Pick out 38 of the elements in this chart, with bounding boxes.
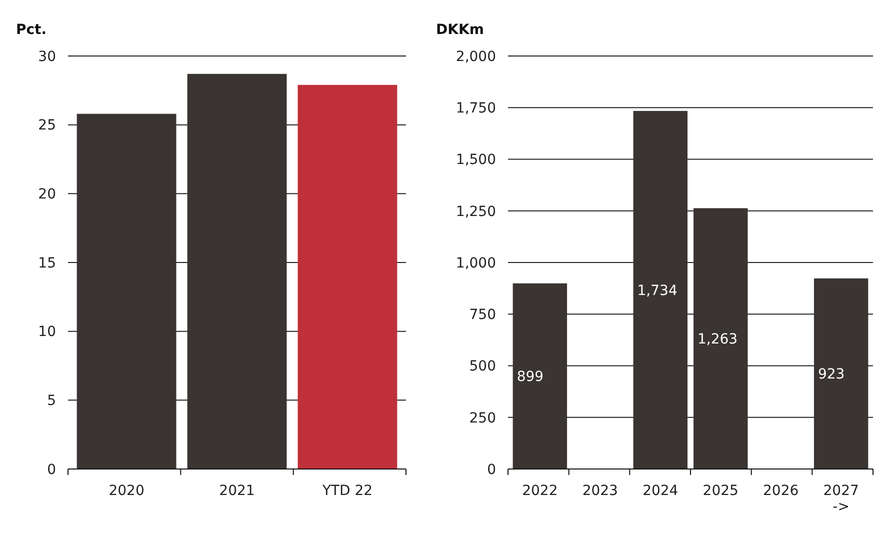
y-tick-label: 0 (47, 462, 56, 478)
y-tick-label: 10 (38, 324, 56, 340)
y-tick-label: 25 (38, 118, 56, 134)
y-tick-label: 1,000 (456, 255, 496, 272)
bar (694, 208, 748, 469)
x-tick-label: 2026 (763, 483, 799, 499)
x-tick-label: 2022 (522, 483, 558, 499)
data-label: 899 (516, 369, 544, 386)
bar (76, 114, 176, 469)
y-tick-label: 1,750 (456, 100, 496, 117)
x-tick-label: 2021 (219, 483, 255, 499)
data-label: 1,734 (637, 282, 678, 299)
y-tick-label: 15 (38, 255, 56, 272)
y-tick-label: 1,500 (456, 152, 496, 168)
y-tick-label: 20 (38, 186, 56, 203)
x-tick-label: 2025 (702, 483, 738, 499)
data-label: 923 (818, 366, 845, 383)
y-tick-label: 1,250 (456, 204, 496, 220)
y-tick-label: 2,000 (456, 48, 496, 65)
bar (187, 74, 287, 469)
x-tick-label: 2023 (582, 483, 618, 499)
bar (633, 110, 688, 469)
y-axis-title: DKKm (436, 22, 484, 38)
y-tick-label: 250 (469, 410, 496, 426)
y-tick-label: 5 (47, 393, 56, 410)
y-axis-title: Pct. (16, 22, 47, 38)
bar (298, 84, 398, 469)
x-tick-label: 2020 (108, 483, 144, 499)
bar (814, 278, 868, 469)
x-tick-label: 2024 (642, 483, 678, 499)
bar (512, 283, 568, 469)
y-tick-label: 750 (469, 307, 496, 324)
y-tick-label: 0 (487, 462, 496, 478)
y-tick-label: 500 (469, 358, 496, 375)
x-tick-label: YTD 22 (321, 483, 373, 499)
x-tick-label: 2027 -> (823, 483, 859, 515)
y-tick-label: 30 (38, 48, 56, 65)
data-label: 1,263 (698, 331, 738, 348)
